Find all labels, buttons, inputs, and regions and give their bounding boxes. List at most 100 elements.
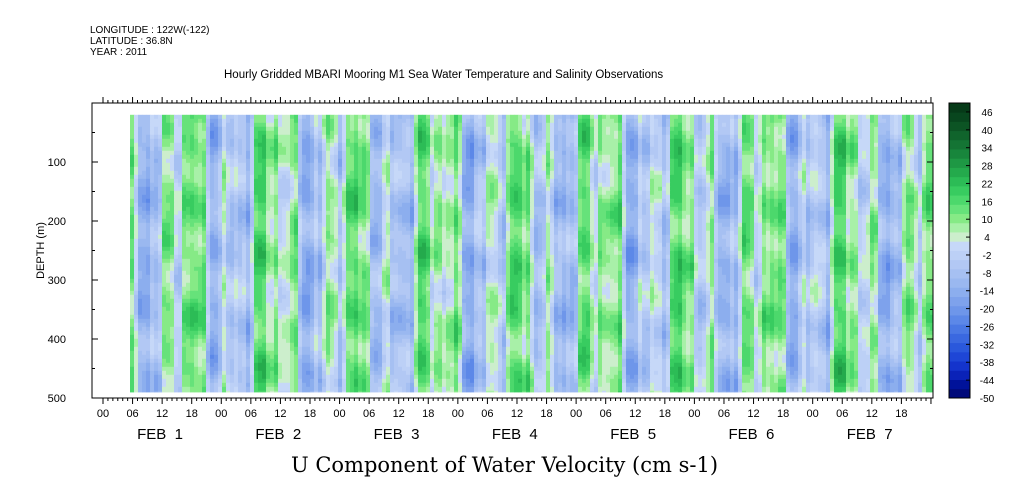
x-tick-label: 12 xyxy=(866,408,878,420)
colorbar-swatch xyxy=(949,167,970,178)
x-tick-label: 06 xyxy=(481,408,493,420)
colorbar-swatch xyxy=(949,195,970,205)
x-tick-label: 00 xyxy=(570,408,582,420)
colorbar-tick-label: -38 xyxy=(980,358,995,369)
y-tick-label: 500 xyxy=(48,393,66,405)
x-tick-label: 18 xyxy=(777,408,789,420)
x-tick-label: 18 xyxy=(422,408,434,420)
y-tick-label: 400 xyxy=(48,334,66,346)
x-tick-label: 06 xyxy=(836,408,848,420)
x-tick-label: 00 xyxy=(452,408,464,420)
colorbar-swatch xyxy=(949,315,970,325)
x-day-label: FEB 2 xyxy=(255,426,301,443)
x-day-label: FEB 1 xyxy=(137,426,183,443)
colorbar-tick-label: -44 xyxy=(980,376,995,387)
chart-title: U Component of Water Velocity (cm s-1) xyxy=(290,453,719,477)
x-tick-label: 06 xyxy=(600,408,612,420)
colorbar-tick-label: 46 xyxy=(981,108,993,119)
x-day-label: FEB 3 xyxy=(374,426,420,443)
colorbar-swatch xyxy=(949,379,970,390)
x-tick-label: 06 xyxy=(245,408,257,420)
colorbar-swatch xyxy=(949,287,970,297)
colorbar-swatch xyxy=(949,112,970,122)
y-axis: 100 200 300 400 500 xyxy=(48,102,933,405)
x-tick-label: 18 xyxy=(659,408,671,420)
x-tick-label: 18 xyxy=(540,408,552,420)
x-day-label: FEB 6 xyxy=(728,426,774,443)
colorbar-tick-label: 4 xyxy=(984,233,990,244)
latitude-label: LATITUDE : 36.8N xyxy=(90,36,173,47)
x-tick-label: 00 xyxy=(97,408,109,420)
colorbar-swatch xyxy=(949,139,970,150)
x-day-label: FEB 4 xyxy=(492,426,538,443)
colorbar-tick-label: 16 xyxy=(981,197,993,208)
x-tick-label: 18 xyxy=(895,408,907,420)
y-tick-label: 200 xyxy=(48,216,66,228)
colorbar-swatch xyxy=(949,278,970,288)
colorbar-swatch xyxy=(949,250,970,261)
x-day-label: FEB 7 xyxy=(847,426,893,443)
colorbar-swatch xyxy=(949,268,970,279)
colorbar-tick-label: -8 xyxy=(983,269,992,280)
colorbar-tick-label: -26 xyxy=(980,322,995,333)
colorbar-tick-label: -2 xyxy=(983,251,992,262)
colorbar-swatch xyxy=(949,232,970,242)
x-tick-label: 00 xyxy=(688,408,700,420)
colorbar-tick-label: -14 xyxy=(980,287,995,298)
colorbar-swatch xyxy=(949,241,970,251)
x-tick-label: 12 xyxy=(274,408,286,420)
x-tick-label: 00 xyxy=(807,408,819,420)
colorbar-swatch xyxy=(949,213,970,224)
colorbar-tick-label: -20 xyxy=(980,305,995,316)
x-tick-label: 12 xyxy=(156,408,168,420)
colorbar-swatch xyxy=(949,296,970,307)
y-tick-label: 100 xyxy=(48,157,66,169)
x-tick-label: 18 xyxy=(186,408,198,420)
colorbar-tick-label: 22 xyxy=(981,179,993,190)
colorbar-tick-label: 34 xyxy=(981,144,993,155)
colorbar-swatch xyxy=(949,351,970,362)
x-day-label: FEB 5 xyxy=(610,426,656,443)
year-label: YEAR : 2011 xyxy=(90,47,148,58)
colorbar-swatch xyxy=(949,121,970,132)
x-tick-label: 12 xyxy=(393,408,405,420)
x-tick-label: 06 xyxy=(718,408,730,420)
colorbar-swatch xyxy=(949,259,970,270)
figure-title-text: Hourly Gridded MBARI Mooring M1 Sea Wate… xyxy=(224,69,664,81)
colorbar-swatch xyxy=(949,342,970,353)
colorbar-swatch xyxy=(949,130,970,141)
colorbar-tick-label: -32 xyxy=(980,340,995,351)
colorbar-tick-label: -50 xyxy=(980,394,995,405)
colorbar-swatch xyxy=(949,361,970,371)
colorbar-swatch xyxy=(949,333,970,344)
colorbar-tick-label: 10 xyxy=(981,215,993,226)
colorbar-tick-label: 40 xyxy=(981,126,993,137)
x-axis: 00 06 12 18 00 06 12 18 00 06 12 18 00 06 12 18 00 06 12 18… xyxy=(97,97,932,443)
colorbar-swatch xyxy=(949,176,970,187)
colorbar-swatch xyxy=(949,388,970,399)
colorbar: 46 40 34 28 22 16 10 4 -2 -8 -14 -20 -26 -32 -38 -44 -50 xyxy=(948,102,995,405)
colorbar-swatch xyxy=(949,370,970,380)
longitude-label: LONGITUDE : 122W(-122) xyxy=(90,25,210,36)
colorbar-swatch xyxy=(949,103,970,113)
heatmap-field xyxy=(130,114,934,393)
y-tick-label: 300 xyxy=(48,275,66,287)
colorbar-swatch xyxy=(949,305,970,316)
x-tick-label: 00 xyxy=(333,408,345,420)
x-tick-label: 00 xyxy=(215,408,227,420)
colorbar-swatch xyxy=(949,158,970,168)
x-tick-label: 12 xyxy=(629,408,641,420)
colorbar-tick-label: 28 xyxy=(981,162,993,173)
x-tick-label: 06 xyxy=(126,408,138,420)
colorbar-swatch xyxy=(949,222,970,233)
colorbar-swatch xyxy=(949,324,970,334)
colorbar-swatch xyxy=(949,204,970,215)
colorbar-swatch xyxy=(949,185,970,196)
colorbar-frame xyxy=(948,102,971,399)
colorbar-swatch xyxy=(949,149,970,159)
x-tick-label: 18 xyxy=(304,408,316,420)
x-tick-label: 12 xyxy=(747,408,759,420)
y-axis-label: DEPTH (m) xyxy=(35,222,47,279)
x-tick-label: 06 xyxy=(363,408,375,420)
